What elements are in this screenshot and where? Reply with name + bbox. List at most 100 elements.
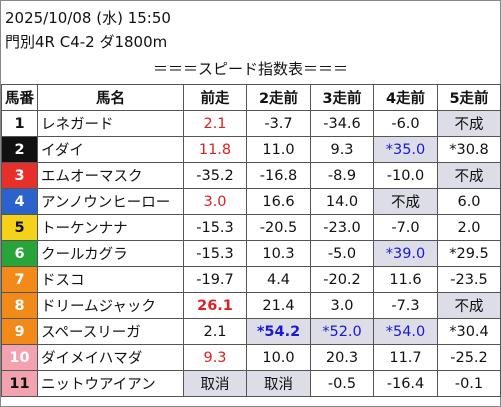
speed-index-cell: 9.3 — [310, 136, 374, 163]
table-row: 8 ドリームジャック 26.1 21.4 3.0 -7.3 不成 — [1, 292, 501, 319]
speed-index-cell: 21.4 — [246, 292, 311, 319]
speed-index-cell: 2.1 — [183, 318, 247, 345]
speed-index-cell: -10.0 — [373, 162, 438, 189]
speed-index-cell: 不成 — [437, 110, 501, 137]
post-number: 2 — [1, 136, 38, 163]
post-number: 6 — [1, 240, 38, 267]
speed-index-cell: -23.0 — [310, 214, 374, 241]
speed-index-cell: -8.9 — [310, 162, 374, 189]
table-row: 7 ドスコ -19.7 4.4 -20.2 11.6 -23.5 — [1, 266, 501, 293]
horse-name: ダイメイハマダ — [37, 344, 184, 371]
speed-index-cell: 2.1 — [183, 110, 247, 137]
speed-index-cell: -5.0 — [310, 240, 374, 267]
horse-name: エムオーマスク — [37, 162, 184, 189]
table-row: 11 ニットウアイアン 取消 取消 -0.5 -16.4 -0.1 — [1, 370, 501, 397]
col-header-post: 馬番 — [1, 84, 38, 111]
horse-name: トーケンナナ — [37, 214, 184, 241]
speed-index-cell: -16.8 — [246, 162, 311, 189]
speed-index-cell: *30.4 — [437, 318, 501, 345]
speed-index-cell: -0.1 — [437, 370, 501, 397]
speed-index-cell: 26.1 — [183, 292, 247, 319]
speed-index-cell: 10.0 — [246, 344, 311, 371]
speed-index-cell: 11.6 — [373, 266, 438, 293]
horse-name: ドスコ — [37, 266, 184, 293]
speed-index-cell: -20.5 — [246, 214, 311, 241]
col-header-5th: 5走前 — [437, 84, 501, 111]
post-number: 4 — [1, 188, 38, 215]
speed-index-cell: -35.2 — [183, 162, 247, 189]
col-header-3rd: 3走前 — [310, 84, 374, 111]
horse-name: ドリームジャック — [37, 292, 184, 319]
post-number: 8 — [1, 292, 38, 319]
table-title: ＝＝＝スピード指数表＝＝＝ — [152, 60, 348, 78]
speed-index-cell: 11.8 — [183, 136, 247, 163]
speed-index-cell: *54.0 — [373, 318, 438, 345]
horse-name: アンノウンヒーロー — [37, 188, 184, 215]
speed-index-cell: 不成 — [437, 162, 501, 189]
speed-index-cell: 2.0 — [437, 214, 501, 241]
speed-index-cell: -7.3 — [373, 292, 438, 319]
speed-index-cell: -15.3 — [183, 214, 247, 241]
horse-name: レネガード — [37, 110, 184, 137]
speed-index-cell: 6.0 — [437, 188, 501, 215]
speed-index-cell: -34.6 — [310, 110, 374, 137]
speed-index-cell: 不成 — [437, 292, 501, 319]
speed-index-cell: -15.3 — [183, 240, 247, 267]
speed-index-cell: -16.4 — [373, 370, 438, 397]
table-row: 3 エムオーマスク -35.2 -16.8 -8.9 -10.0 不成 — [1, 162, 501, 189]
speed-index-cell: -6.0 — [373, 110, 438, 137]
speed-index-cell: 4.4 — [246, 266, 311, 293]
post-number: 1 — [1, 110, 38, 137]
speed-index-cell: -20.2 — [310, 266, 374, 293]
speed-index-table: 馬番 馬名 前走 2走前 3走前 4走前 5走前 1 レネガード 2.1 -3.7 -3… — [1, 84, 501, 397]
speed-index-cell: *29.5 — [437, 240, 501, 267]
race-datetime: 2025/10/08 (水) 15:50 — [5, 9, 171, 27]
post-number: 9 — [1, 318, 38, 345]
speed-index-cell: 14.0 — [310, 188, 374, 215]
post-number: 3 — [1, 162, 38, 189]
header-row: 馬番 馬名 前走 2走前 3走前 4走前 5走前 — [1, 84, 501, 111]
speed-index-cell: 11.0 — [246, 136, 311, 163]
post-number: 5 — [1, 214, 38, 241]
table-row: 2 イダイ 11.8 11.0 9.3 *35.0 *30.8 — [1, 136, 501, 163]
table-row: 10 ダイメイハマダ 9.3 10.0 20.3 11.7 -25.2 — [1, 344, 501, 371]
table-row: 6 クールカグラ -15.3 10.3 -5.0 *39.0 *29.5 — [1, 240, 501, 267]
speed-index-cell: 3.0 — [310, 292, 374, 319]
table-row: 1 レネガード 2.1 -3.7 -34.6 -6.0 不成 — [1, 110, 501, 137]
horse-name: スペースリーガ — [37, 318, 184, 345]
race-info: 門別4R C4-2 ダ1800m — [5, 33, 168, 51]
col-header-2nd: 2走前 — [246, 84, 311, 111]
speed-index-cell: *35.0 — [373, 136, 438, 163]
post-number: 10 — [1, 344, 38, 371]
col-header-4th: 4走前 — [373, 84, 438, 111]
speed-index-cell: *30.8 — [437, 136, 501, 163]
table-row: 9 スペースリーガ 2.1 *54.2 *52.0 *54.0 *30.4 — [1, 318, 501, 345]
speed-index-cell: -7.0 — [373, 214, 438, 241]
speed-index-cell: -23.5 — [437, 266, 501, 293]
speed-index-cell: 10.3 — [246, 240, 311, 267]
speed-index-cell: 取消 — [183, 370, 247, 397]
horse-name: クールカグラ — [37, 240, 184, 267]
horse-name: ニットウアイアン — [37, 370, 184, 397]
post-number: 7 — [1, 266, 38, 293]
speed-index-cell: -19.7 — [183, 266, 247, 293]
speed-index-cell: 9.3 — [183, 344, 247, 371]
speed-index-cell: *39.0 — [373, 240, 438, 267]
speed-index-cell: 不成 — [373, 188, 438, 215]
speed-index-cell: -0.5 — [310, 370, 374, 397]
speed-index-cell: *52.0 — [310, 318, 374, 345]
speed-index-cell: 16.6 — [246, 188, 311, 215]
speed-index-cell: 11.7 — [373, 344, 438, 371]
table-row: 4 アンノウンヒーロー 3.0 16.6 14.0 不成 6.0 — [1, 188, 501, 215]
post-number: 11 — [1, 370, 38, 397]
table-row: 5 トーケンナナ -15.3 -20.5 -23.0 -7.0 2.0 — [1, 214, 501, 241]
col-header-last: 前走 — [183, 84, 247, 111]
speed-index-cell: 3.0 — [183, 188, 247, 215]
speed-index-cell: *54.2 — [246, 318, 311, 345]
speed-index-cell: 取消 — [246, 370, 311, 397]
col-header-name: 馬名 — [37, 84, 184, 111]
speed-index-cell: 20.3 — [310, 344, 374, 371]
speed-index-cell: -25.2 — [437, 344, 501, 371]
horse-name: イダイ — [37, 136, 184, 163]
